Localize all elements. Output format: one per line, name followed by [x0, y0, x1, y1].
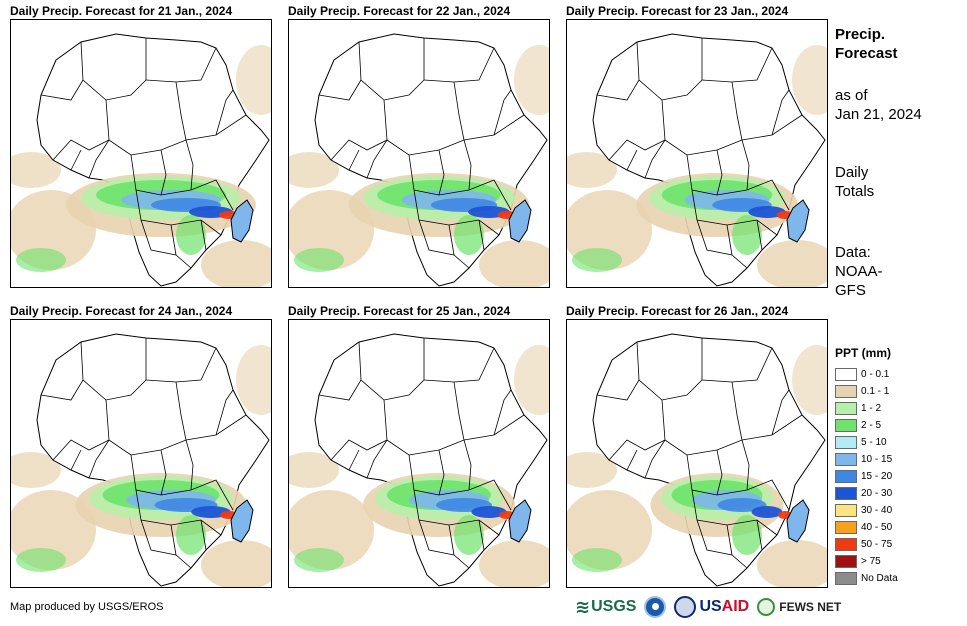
panel-title: Daily Precip. Forecast for 25 Jan., 2024 — [288, 304, 511, 318]
legend-label: 10 - 15 — [861, 454, 893, 465]
data-source: Data: NOAA- GFS — [835, 243, 883, 300]
totals-line-2: Totals — [835, 183, 875, 200]
legend-swatch — [835, 572, 857, 585]
precip-map — [10, 19, 272, 288]
legend-swatch — [835, 487, 857, 500]
precip-map — [566, 319, 828, 588]
precip-map — [288, 19, 550, 288]
legend-item: 15 - 20 — [835, 468, 898, 485]
totals-label: Daily Totals — [835, 163, 874, 201]
legend-swatch — [835, 436, 857, 449]
fews-net-text: FEWS NET — [779, 600, 842, 614]
legend-title: PPT (mm) — [835, 346, 892, 360]
legend-label: 50 - 75 — [861, 539, 893, 550]
legend: 0 - 0.1 0.1 - 1 1 - 2 2 - 5 5 - 10 10 - 15 15 … — [835, 366, 898, 587]
legend-swatch — [835, 385, 857, 398]
legend-swatch — [835, 538, 857, 551]
legend-swatch — [835, 521, 857, 534]
legend-label: 40 - 50 — [861, 522, 893, 533]
fews-net-logo: FEWS NET — [757, 598, 841, 616]
precip-map — [10, 319, 272, 588]
data-source-line-2: NOAA- — [835, 263, 883, 280]
panel-title: Daily Precip. Forecast for 24 Jan., 2024 — [10, 304, 233, 318]
panel-title: Daily Precip. Forecast for 22 Jan., 2024 — [288, 4, 511, 18]
heading-line-1: Precip. — [835, 26, 886, 43]
legend-item: 2 - 5 — [835, 417, 898, 434]
precip-map — [288, 319, 550, 588]
forecast-panel-1: Daily Precip. Forecast for 21 Jan., 2024 — [10, 4, 272, 288]
legend-item: 20 - 30 — [835, 485, 898, 502]
forecast-panel-5: Daily Precip. Forecast for 25 Jan., 2024 — [288, 304, 550, 588]
forecast-panel-3: Daily Precip. Forecast for 23 Jan., 2024 — [566, 4, 828, 288]
legend-item: 50 - 75 — [835, 536, 898, 553]
legend-swatch — [835, 453, 857, 466]
legend-item: > 75 — [835, 553, 898, 570]
legend-label: 30 - 40 — [861, 505, 893, 516]
as-of-label: as of — [835, 87, 868, 104]
legend-label: 15 - 20 — [861, 471, 893, 482]
forecast-panel-6: Daily Precip. Forecast for 26 Jan., 2024 — [566, 304, 828, 588]
legend-swatch — [835, 419, 857, 432]
data-source-label: Data: — [835, 244, 871, 261]
usaid-us-text: US — [699, 598, 722, 615]
legend-item: 5 - 10 — [835, 434, 898, 451]
forecast-panel-4: Daily Precip. Forecast for 24 Jan., 2024 — [10, 304, 272, 588]
sidebar-heading: Precip. Forecast — [835, 25, 898, 63]
legend-swatch — [835, 555, 857, 568]
usaid-logo: US AID — [674, 596, 749, 618]
legend-swatch — [835, 470, 857, 483]
data-source-line-3: GFS — [835, 282, 866, 299]
logo-bar: ≋ USGS US AID FEWS NET — [575, 596, 841, 618]
map-credit: Map produced by USGS/EROS — [10, 601, 164, 613]
legend-label: 5 - 10 — [861, 437, 887, 448]
usgs-logo-text: USGS — [591, 598, 637, 615]
legend-label: 20 - 30 — [861, 488, 893, 499]
usaid-aid-text: AID — [721, 598, 750, 615]
panel-title: Daily Precip. Forecast for 26 Jan., 2024 — [566, 304, 789, 318]
usaid-seal-icon — [674, 596, 697, 618]
legend-swatch — [835, 402, 857, 415]
forecast-panel-2: Daily Precip. Forecast for 22 Jan., 2024 — [288, 4, 550, 288]
precip-map — [566, 19, 828, 288]
as-of-date: as of Jan 21, 2024 — [835, 86, 922, 124]
panel-title: Daily Precip. Forecast for 21 Jan., 2024 — [10, 4, 233, 18]
totals-line-1: Daily — [835, 164, 869, 181]
as-of-value: Jan 21, 2024 — [835, 106, 922, 123]
legend-item: No Data — [835, 570, 898, 587]
legend-item: 0.1 - 1 — [835, 383, 898, 400]
legend-item: 30 - 40 — [835, 502, 898, 519]
noaa-logo-icon — [644, 596, 667, 618]
legend-item: 1 - 2 — [835, 400, 898, 417]
legend-label: 2 - 5 — [861, 420, 882, 431]
panel-title: Daily Precip. Forecast for 23 Jan., 2024 — [566, 4, 789, 18]
usgs-wave-icon: ≋ — [575, 596, 591, 617]
legend-label: 0 - 0.1 — [861, 369, 890, 380]
legend-swatch — [835, 368, 857, 381]
legend-swatch — [835, 504, 857, 517]
heading-line-2: Forecast — [835, 45, 898, 62]
legend-label: 1 - 2 — [861, 403, 882, 414]
legend-label: > 75 — [861, 556, 881, 567]
usgs-logo: ≋ USGS — [575, 597, 636, 618]
legend-item: 10 - 15 — [835, 451, 898, 468]
legend-label: 0.1 - 1 — [861, 386, 890, 397]
legend-item: 40 - 50 — [835, 519, 898, 536]
legend-label: No Data — [861, 573, 898, 584]
legend-item: 0 - 0.1 — [835, 366, 898, 383]
fews-globe-icon — [757, 598, 776, 616]
